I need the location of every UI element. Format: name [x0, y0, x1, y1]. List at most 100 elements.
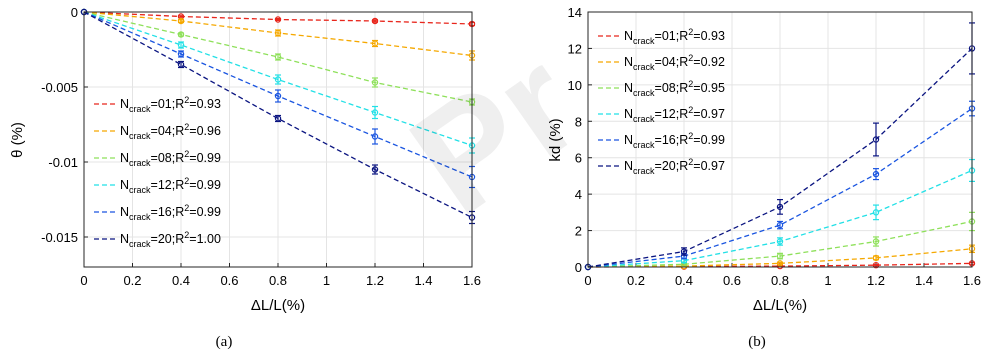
legend-text-part: 2	[688, 53, 693, 63]
data-point-a	[371, 79, 379, 86]
tick-label-x-b: 1.6	[963, 273, 981, 288]
legend-entry-b: Ncrack=12;R2=0.97	[624, 105, 725, 124]
data-point-a	[274, 16, 282, 23]
tick-label-x-b: 0.2	[627, 273, 645, 288]
data-point-a	[274, 53, 282, 61]
legend-text-part: 2	[688, 105, 693, 115]
legend-text-part: =04;R	[655, 55, 689, 69]
series-line-b	[587, 108, 973, 268]
tick-label-y-a: -0.01	[48, 155, 78, 170]
legend-text-part: N	[120, 178, 129, 192]
panel-label-a: (a)	[216, 334, 233, 350]
legend-entry-b: Ncrack=08;R2=0.95	[624, 79, 725, 98]
tick-label-x-b: 0.8	[771, 273, 789, 288]
data-point-a	[274, 115, 282, 122]
panel-b: 0 0.2 0.4 0.6 0.8 1 1.2 1.4 1.6 0 2 4 6 8 10 12 14 Ncrack…	[547, 5, 981, 350]
legend-text-part: crack	[633, 114, 655, 124]
tick-label-y-b: 4	[575, 187, 582, 202]
legend-text-part: =0.96	[189, 124, 221, 138]
legend-text-part: N	[624, 29, 633, 43]
data-point-b	[680, 248, 688, 255]
legend-text-part: 2	[184, 230, 189, 240]
tick-label-y-b: 12	[568, 41, 582, 56]
data-point-b	[872, 170, 880, 178]
data-point-b	[776, 238, 784, 245]
legend-text-part: =0.93	[189, 97, 221, 111]
data-point-a	[274, 76, 282, 83]
panel-label-b: (b)	[748, 334, 766, 350]
tick-label-y-a: -0.005	[41, 80, 78, 95]
tick-label-y-b: 6	[575, 151, 582, 166]
legend-text-part: N	[120, 205, 129, 219]
data-point-b	[872, 254, 880, 262]
data-point-a	[371, 40, 379, 47]
legend-text-part: =1.00	[189, 232, 221, 246]
tick-label-y-b: 14	[568, 5, 582, 20]
data-point-b	[776, 203, 784, 211]
legend-text-part: 2	[688, 131, 693, 141]
legend-text-part: =0.99	[693, 133, 725, 147]
tick-label-x-a: 1	[323, 273, 330, 288]
legend-text-part: =12;R	[151, 178, 185, 192]
data-point-a	[177, 61, 185, 68]
axes-frame-a	[83, 11, 473, 268]
legend-text-part: =0.99	[189, 151, 221, 165]
legend-text-part: =0.99	[189, 205, 221, 219]
legend-text-part: N	[120, 232, 129, 246]
legend-entry-b: Ncrack=20;R2=0.97	[624, 157, 725, 176]
tick-label-x-b: 0	[584, 273, 591, 288]
legend-text-part: =0.97	[693, 159, 725, 173]
legend-text-part: =08;R	[151, 151, 185, 165]
legend-text-part: 2	[184, 203, 189, 213]
tick-label-x-a: 1.6	[463, 273, 481, 288]
tick-label-x-a: 0.4	[172, 273, 190, 288]
data-point-a	[274, 92, 282, 100]
legend-text-part: N	[624, 81, 633, 95]
legend-text-part: N	[624, 55, 633, 69]
panel-a: 0 0.2 0.4 0.6 0.8 1 1.2 1.4 1.6 0 -0.005 -0.01 -0.01…	[9, 5, 481, 350]
legend-text-part: crack	[633, 88, 655, 98]
legend-text-part: =20;R	[655, 159, 689, 173]
legend-text-part: =01;R	[655, 29, 689, 43]
legend-entry-a: Ncrack=16;R2=0.99	[120, 203, 221, 222]
legend-text-part: crack	[129, 104, 151, 114]
legend-entry-a: Ncrack=20;R2=1.00	[120, 230, 221, 249]
tick-label-x-a: 0.2	[123, 273, 141, 288]
legend-text-part: N	[120, 97, 129, 111]
tick-label-x-a: 1.2	[366, 273, 384, 288]
legend-text-part: crack	[129, 212, 151, 222]
tick-label-x-a: 0	[80, 273, 87, 288]
xlabel-a: ΔL/L(%)	[251, 297, 305, 314]
legend-text-part: =20;R	[151, 232, 185, 246]
data-point-a	[177, 17, 185, 25]
legend-entry-a: Ncrack=12;R2=0.99	[120, 176, 221, 195]
plot-area-b: 0 0.2 0.4 0.6 0.8 1 1.2 1.4 1.6 0 2 4 6 8 10 12 14 Ncrack…	[568, 5, 982, 288]
data-point-a	[274, 29, 282, 37]
tick-label-x-b: 1	[824, 273, 831, 288]
legend-text-part: =04;R	[151, 124, 185, 138]
data-point-a	[371, 17, 379, 25]
tick-label-y-b: 8	[575, 114, 582, 129]
data-point-a	[177, 31, 185, 38]
legend-text-part: crack	[633, 62, 655, 72]
legend-text-part: crack	[633, 36, 655, 46]
series-line-a	[83, 11, 473, 147]
legend-text-part: 2	[688, 27, 693, 37]
legend-entry-b: Ncrack=04;R2=0.92	[624, 53, 725, 72]
legend-text-part: N	[120, 124, 129, 138]
legend-text-part: crack	[129, 131, 151, 141]
data-point-a	[371, 133, 379, 140]
data-point-b	[872, 261, 880, 269]
legend-text-part: crack	[633, 166, 655, 176]
tick-label-y-a: 0	[71, 5, 78, 20]
tick-label-x-b: 0.4	[675, 273, 693, 288]
legend-text-part: N	[624, 159, 633, 173]
legend-text-part: =0.95	[693, 81, 725, 95]
tick-label-x-a: 0.6	[220, 273, 238, 288]
legend-text-part: crack	[633, 140, 655, 150]
data-point-b	[776, 252, 784, 260]
legend-entry-b: Ncrack=01;R2=0.93	[624, 27, 725, 46]
legend-text-part: =16;R	[655, 133, 689, 147]
tick-label-x-b: 0.6	[723, 273, 741, 288]
